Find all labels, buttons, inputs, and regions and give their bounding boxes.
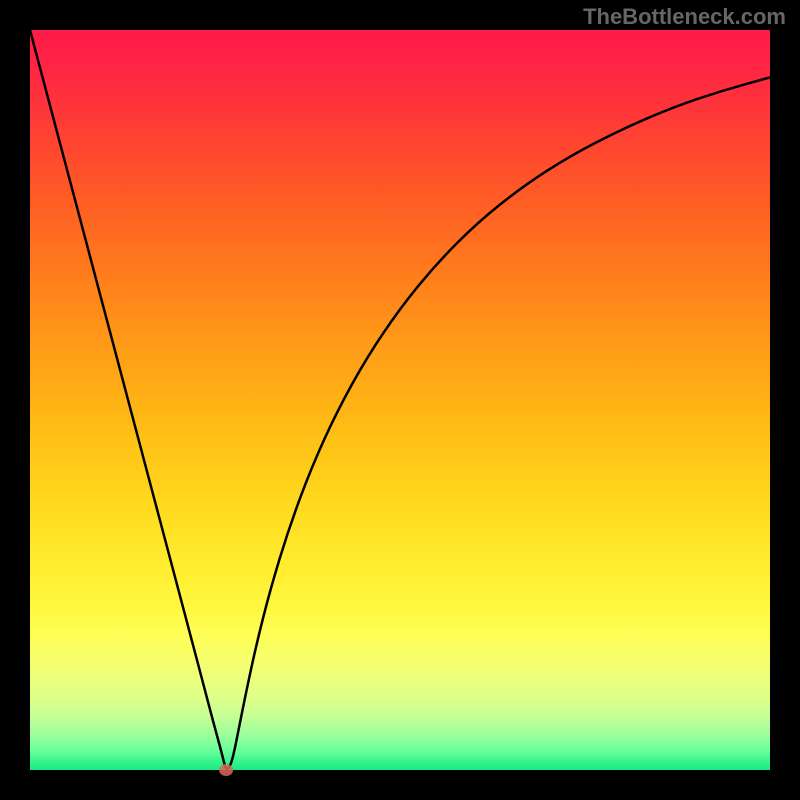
chart-svg [0, 0, 800, 800]
gradient-background [30, 30, 770, 770]
optimum-marker [219, 764, 233, 776]
watermark-text: TheBottleneck.com [583, 4, 786, 30]
chart-frame: TheBottleneck.com [0, 0, 800, 800]
